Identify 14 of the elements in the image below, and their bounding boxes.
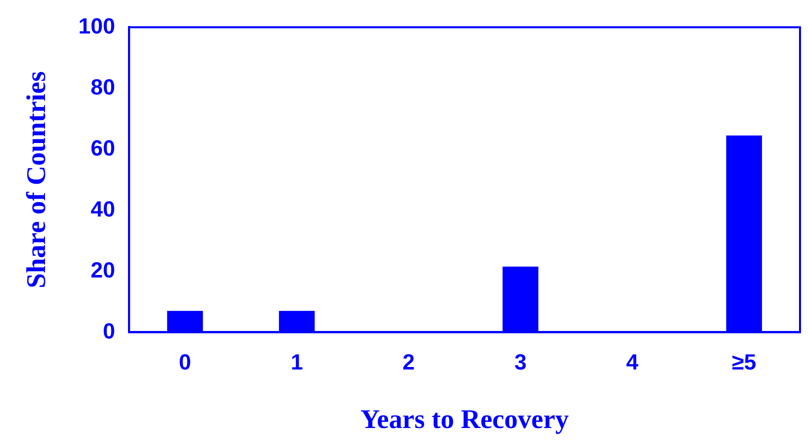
y-tick-label: 20 [90,257,116,282]
x-axis-title: Years to Recovery [360,404,570,434]
y-tick-label: 40 [90,196,116,222]
x-tick-label: 2 [402,349,415,374]
x-tick-label: 3 [514,349,527,374]
x-tick-label: 0 [178,349,192,374]
y-tick-label: 100 [78,13,116,38]
y-axis-title: Share of Countries [21,71,52,288]
y-tick-label: 60 [90,135,116,160]
y-tick-label: 0 [102,318,116,344]
y-tick-label: 80 [90,74,116,100]
x-tick-label: ≥5 [732,349,756,374]
x-tick-label: 4 [626,349,640,374]
x-tick-label: 1 [290,349,303,374]
